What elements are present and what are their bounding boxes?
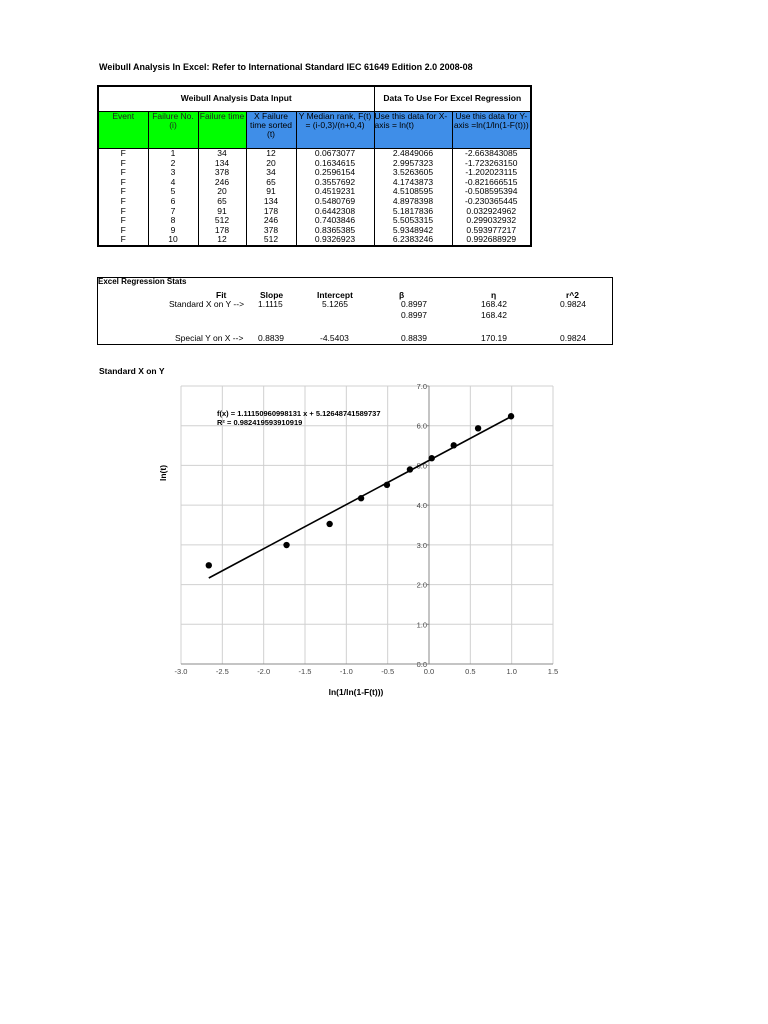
col-header-median-rank: Y Median rank, F(t) = (i-0,3)/(n+0,4) xyxy=(295,111,375,149)
data-point xyxy=(474,425,482,432)
table-row: F 6 65 134 0.5480769 4.8978398 -0.230365445 xyxy=(97,196,532,207)
data-point xyxy=(450,442,457,449)
stats-standard-beta: 0.8997 xyxy=(401,299,427,309)
data-point xyxy=(383,481,391,489)
data-point xyxy=(428,455,435,462)
stats-standard-eta-2: 168.42 xyxy=(481,310,507,320)
stats-special-r2: 0.9824 xyxy=(560,333,586,343)
y-tick-label: 6.0 xyxy=(417,422,427,431)
x-tick-label: 1.5 xyxy=(548,667,558,676)
col-header-x-sorted: X Failure time sorted (t) xyxy=(245,111,297,149)
x-axis-title: ln(1/ln(1-F(t))) xyxy=(329,687,384,697)
stats-special-intercept: -4.5403 xyxy=(320,333,349,343)
table-row: F 8 512 246 0.7403846 5.5053315 0.299032932 xyxy=(97,216,532,226)
table-cell: 0.992688929 xyxy=(451,235,532,247)
stats-special-eta: 170.19 xyxy=(481,333,507,343)
stats-standard-slope: 1.1115 xyxy=(258,299,283,309)
data-point xyxy=(507,413,515,420)
x-tick-label: -1.0 xyxy=(340,667,353,676)
x-tick-label: -2.5 xyxy=(216,667,229,676)
stats-col-eta: η xyxy=(491,290,497,300)
stats-col-fit: Fit xyxy=(216,290,227,300)
table-row: F 3 378 34 0.2596154 3.5263605 -1.202023115 xyxy=(97,168,532,178)
col-header-event: Event xyxy=(97,111,149,149)
stats-standard-beta-2: 0.8997 xyxy=(401,310,427,320)
y-tick-label: 5.0 xyxy=(417,461,427,470)
col-header-failure-no: Failure No. (i) xyxy=(147,111,199,149)
chart-title: Standard X on Y xyxy=(99,366,165,376)
table-row: F 10 12 512 0.9326923 6.2383246 0.992688929 xyxy=(97,235,532,247)
y-tick-label: 1.0 xyxy=(417,620,427,629)
table-row: F 7 91 178 0.6442308 5.1817836 0.032924962 xyxy=(97,206,532,217)
stats-col-r2: r^2 xyxy=(566,290,579,300)
stats-standard-r2: 0.9824 xyxy=(560,299,586,309)
y-tick-label: 7.0 xyxy=(417,382,427,391)
stats-special-label: Special Y on X --> xyxy=(175,333,244,343)
table-cell: -0.821666515 xyxy=(451,177,532,188)
y-tick-label: 2.0 xyxy=(417,581,427,590)
stats-standard-intercept: 5.1265 xyxy=(322,299,348,309)
stats-special-beta: 0.8839 xyxy=(401,333,427,343)
y-tick-label: 3.0 xyxy=(417,541,427,550)
table-cell: -2.663843085 xyxy=(451,148,532,159)
y-tick-label: 4.0 xyxy=(417,501,427,510)
data-point xyxy=(283,541,290,549)
stats-col-beta: β xyxy=(399,290,405,300)
weibull-data-table: Weibull Analysis Data Input Data To Use … xyxy=(97,85,532,247)
data-point xyxy=(205,562,212,569)
data-point xyxy=(406,466,414,473)
table-cell: 0.593977217 xyxy=(451,225,532,236)
table-cell: 0.032924962 xyxy=(451,206,532,217)
x-tick-label: -1.5 xyxy=(299,667,312,676)
stats-standard-eta: 168.42 xyxy=(481,299,507,309)
x-tick-label: -3.0 xyxy=(175,667,188,676)
trendline-equation: f(x) = 1.11150960998131 x + 5.1264874158… xyxy=(217,409,381,418)
col-header-x-axis: Use this data for X-axis = ln(t) xyxy=(373,111,453,149)
x-tick-label: -0.5 xyxy=(381,667,394,676)
table-row: F 2 134 20 0.1634615 2.9957323 -1.723263150 xyxy=(97,158,532,169)
stats-standard-label: Standard X on Y --> xyxy=(169,299,245,309)
stats-heading: Excel Regression Stats xyxy=(98,277,187,286)
table-body: F 1 34 12 0.0673077 2.4849066 -2.663843085 F 2 13… xyxy=(97,148,532,247)
page-title: Weibull Analysis In Excel: Refer to Inte… xyxy=(99,62,473,72)
table-row: F 4 246 65 0.3557692 4.1743873 -0.821666515 xyxy=(97,177,532,188)
y-axis-title: ln(t) xyxy=(158,465,168,481)
col-header-failure-time: Failure time xyxy=(197,111,247,149)
stats-col-intercept: Intercept xyxy=(317,290,353,300)
table-cell: -1.723263150 xyxy=(451,158,532,169)
data-point xyxy=(326,520,333,528)
stats-col-slope: Slope xyxy=(260,290,284,300)
x-tick-label: 1.0 xyxy=(506,667,516,676)
table-row: F 5 20 91 0.4519231 4.5108595 -0.508595394 xyxy=(97,187,532,197)
col-header-y-axis: Use this data for Y-axis =ln(1/ln(1-F(t)… xyxy=(451,111,532,149)
stats-special-slope: 0.8839 xyxy=(258,333,284,343)
regression-stats-box: Excel Regression Stats Fit Slope Interce… xyxy=(97,277,613,345)
x-tick-label: -2.0 xyxy=(257,667,270,676)
x-tick-label: 0.0 xyxy=(424,667,434,676)
table-row: F 1 34 12 0.0673077 2.4849066 -2.663843085 xyxy=(97,148,532,159)
group-header-input: Weibull Analysis Data Input xyxy=(97,85,375,112)
table-cell: -0.508595394 xyxy=(451,187,532,197)
x-tick-label: 0.5 xyxy=(465,667,475,676)
table-row: F 9 178 378 0.8365385 5.9348942 0.593977217 xyxy=(97,225,532,236)
trendline-r-squared: R² = 0.982419593910919 xyxy=(217,418,302,427)
data-point xyxy=(357,495,365,502)
table-cell: -0.230365445 xyxy=(451,196,532,207)
table-cell: 0.299032932 xyxy=(451,216,532,226)
table-cell: -1.202023115 xyxy=(451,168,532,178)
group-header-regression: Data To Use For Excel Regression xyxy=(373,85,532,112)
